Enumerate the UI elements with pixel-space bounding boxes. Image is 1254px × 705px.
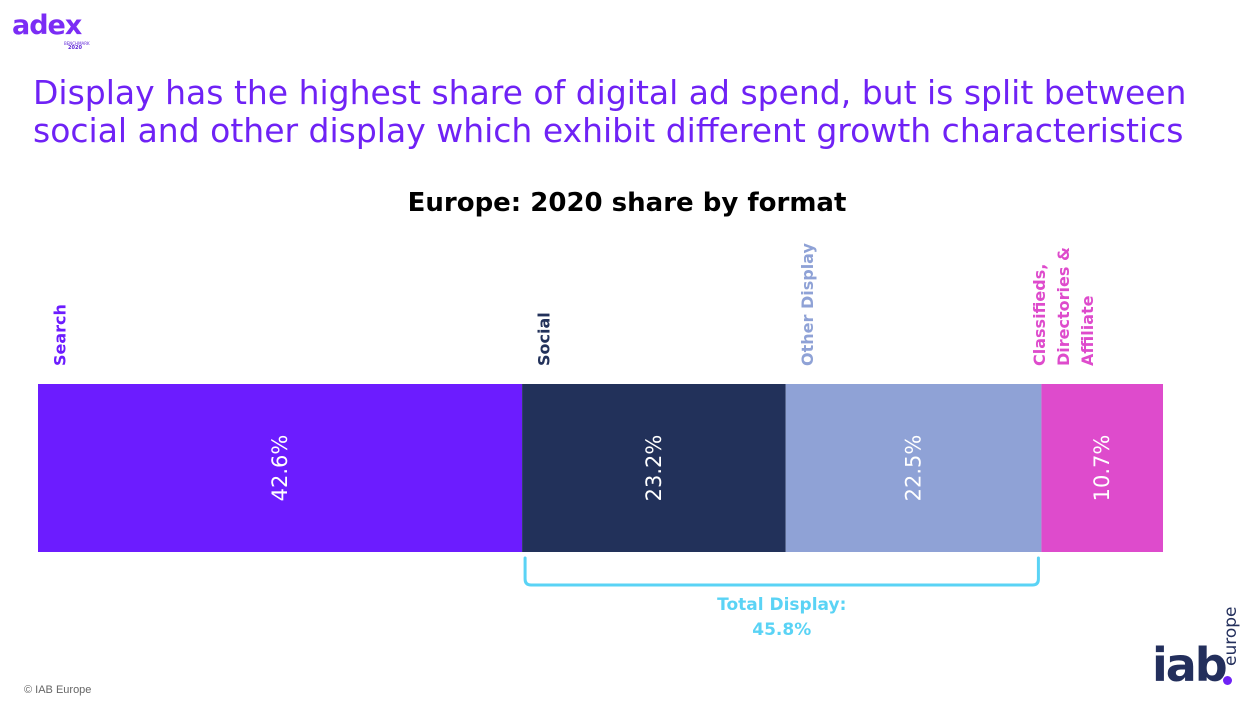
adex-logo-benchmark: BENCHMARK	[64, 41, 90, 46]
iab-logo-europe: europe	[1221, 606, 1241, 667]
bar-segment-other-display	[785, 384, 1042, 552]
iab-logo-wordmark: iab	[1152, 638, 1228, 692]
adex-logo: adex BENCHMARK 2020	[12, 8, 102, 52]
data-label-other-display: 22.5%	[902, 435, 926, 502]
data-label-classifieds-directories-affiliate: 10.7%	[1090, 435, 1114, 502]
adex-logo-wordmark: adex	[12, 10, 82, 41]
category-label-classifieds-directories-affiliate-line-1: Classifieds,	[1030, 264, 1049, 366]
adex-logo-year: 2020	[68, 45, 82, 51]
category-label-classifieds-directories-affiliate-line-3: Affiliate	[1078, 295, 1097, 366]
slide-headline: Display has the highest share of digital…	[33, 74, 1213, 150]
category-label-classifieds-directories-affiliate-line-2: Directories &	[1054, 247, 1073, 366]
bar-segment-classifieds-directories-affiliate	[1041, 384, 1163, 552]
adex-logo-subtitle: BENCHMARK 2020	[64, 41, 90, 51]
iab-europe-logo: iab europe	[1152, 607, 1242, 692]
bar-segment-social	[522, 384, 786, 552]
copyright-notice: © IAB Europe	[24, 684, 92, 696]
chart-title: Europe: 2020 share by format	[407, 188, 847, 218]
slide-headline-line-2: social and other display which exhibit d…	[33, 111, 1184, 150]
bar-segment-search	[38, 384, 523, 552]
category-label-search: Search	[51, 304, 70, 366]
data-label-search: 42.6%	[268, 435, 292, 502]
category-label-social: Social	[535, 312, 554, 366]
category-label-other-display: Other Display	[798, 243, 817, 366]
iab-logo-dot	[1223, 676, 1232, 685]
total-display-bracket	[523, 556, 1040, 587]
total-display-label: Total Display:	[717, 595, 846, 615]
slide-headline-line-1: Display has the highest share of digital…	[33, 73, 1187, 112]
data-label-social: 23.2%	[642, 435, 666, 502]
total-display-value: 45.8%	[752, 620, 811, 640]
